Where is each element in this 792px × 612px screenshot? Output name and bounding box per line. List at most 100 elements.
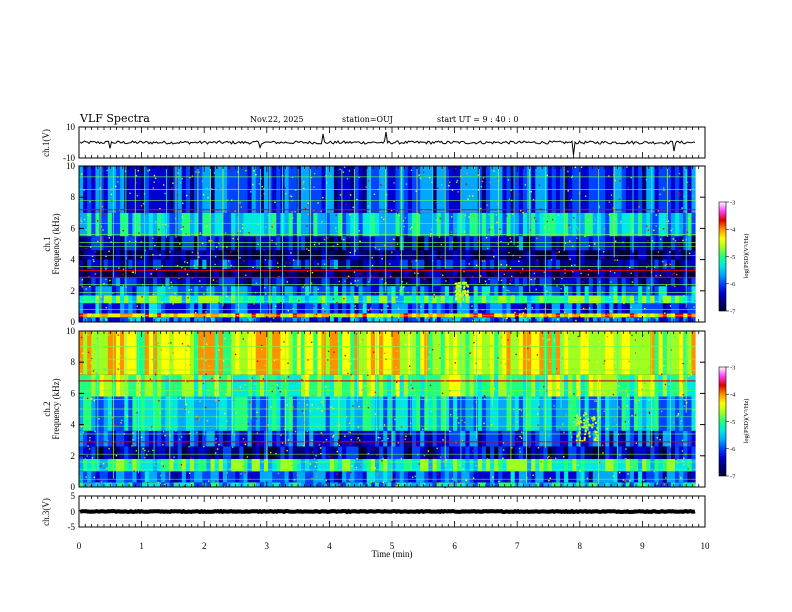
- spec-speckle: [240, 206, 242, 208]
- spec-cell: [638, 303, 643, 314]
- spec-cell: [633, 396, 639, 431]
- spec-speckle: [407, 375, 410, 377]
- spec-speckle: [90, 347, 92, 350]
- spec-cell: [564, 374, 569, 397]
- spec-speckle: [404, 438, 406, 440]
- spec-speckle: [229, 260, 231, 263]
- spec-cell: [650, 430, 655, 447]
- spec-cell: [568, 374, 573, 397]
- spec-cell: [428, 286, 433, 296]
- spec-cell: [189, 430, 195, 447]
- spec-cell: [333, 276, 339, 287]
- spec-cell: [403, 250, 409, 260]
- spec-cell: [300, 303, 306, 314]
- spec-speckle: [357, 280, 359, 282]
- spec-speckle: [330, 365, 332, 367]
- spec-speckle: [402, 483, 404, 485]
- spec-speckle: [370, 310, 372, 312]
- spec-speckle: [236, 249, 239, 252]
- spec-cell: [481, 276, 487, 287]
- spec-speckle: [199, 232, 201, 234]
- spec-cell: [675, 446, 680, 459]
- spec-speckle: [553, 338, 555, 340]
- spec-speckle: [335, 395, 337, 397]
- spec-cell: [518, 276, 524, 287]
- spec-cell: [358, 295, 363, 304]
- spec-cell: [136, 212, 141, 237]
- spec-speckle: [602, 452, 604, 454]
- spec-cell: [342, 303, 347, 314]
- spec-speckle: [394, 418, 396, 421]
- spec-speckle: [519, 256, 521, 258]
- spec-cell: [621, 446, 627, 459]
- spec-cell: [309, 374, 314, 397]
- spec-emission: [463, 287, 465, 290]
- spec-speckle: [327, 287, 329, 289]
- spec-speckle: [431, 301, 433, 303]
- spec-speckle: [213, 172, 216, 174]
- spec-cell: [140, 313, 146, 318]
- spec-cell: [416, 295, 421, 304]
- spec-speckle: [202, 485, 204, 487]
- spec-cell: [107, 236, 113, 251]
- spec-cell: [251, 396, 257, 431]
- spec-cell: [666, 286, 672, 296]
- spec-cell: [535, 430, 540, 447]
- spec-speckle: [278, 370, 280, 372]
- spec-cell: [506, 250, 511, 260]
- spec-speckle: [301, 314, 303, 316]
- spec-cell: [276, 268, 281, 277]
- spec-cell: [132, 250, 137, 260]
- spec-cell: [255, 286, 261, 296]
- spec-speckle: [623, 302, 625, 305]
- spec-cell: [210, 313, 215, 318]
- spec-cell: [300, 374, 306, 397]
- spec-speckle: [85, 288, 87, 290]
- spec-cell: [354, 295, 359, 304]
- spec-speckle: [176, 194, 178, 196]
- spec-cell: [436, 236, 442, 251]
- spec-cell: [198, 295, 203, 304]
- spec-cell: [535, 374, 540, 397]
- spec-speckle: [660, 410, 663, 413]
- spec-speckle: [498, 480, 500, 483]
- spec-cell: [564, 313, 569, 318]
- spec-cell: [605, 303, 610, 314]
- spec-speckle: [80, 336, 83, 339]
- spec-speckle: [206, 225, 208, 227]
- spec-speckle: [500, 234, 502, 237]
- spec-speckle: [559, 483, 562, 486]
- spec-speckle: [560, 231, 562, 234]
- spec-cell: [300, 286, 306, 296]
- spec-speckle: [669, 263, 671, 265]
- spec-cell: [407, 236, 413, 251]
- spec-cell: [658, 295, 664, 304]
- spec-cell: [547, 276, 553, 287]
- spec-cell: [494, 482, 499, 487]
- spec-cell: [666, 268, 672, 277]
- spec-cell: [473, 374, 479, 397]
- spec-cell: [181, 236, 187, 251]
- spec-cell: [485, 471, 491, 483]
- spec-cell: [666, 471, 672, 483]
- spec-cell: [395, 374, 400, 397]
- spec-cell: [350, 430, 355, 447]
- spec-speckle: [194, 354, 196, 356]
- spec-speckle: [293, 429, 295, 432]
- spec-cell: [144, 250, 150, 260]
- spec-cell: [403, 276, 409, 287]
- spec-speckle: [109, 412, 112, 414]
- spec-cell: [407, 482, 413, 487]
- spec-speckle: [573, 393, 575, 395]
- spec-cell: [362, 268, 368, 277]
- spec-cell: [198, 317, 203, 322]
- spec-cell: [654, 374, 659, 397]
- spec-speckle: [603, 251, 605, 253]
- spec-speckle: [508, 251, 510, 254]
- spec-speckle: [676, 273, 678, 276]
- spec-speckle: [287, 310, 289, 312]
- spec-cell: [568, 295, 573, 304]
- spec-cell: [111, 331, 117, 375]
- spec-speckle: [547, 457, 549, 459]
- spec-cell: [502, 374, 507, 397]
